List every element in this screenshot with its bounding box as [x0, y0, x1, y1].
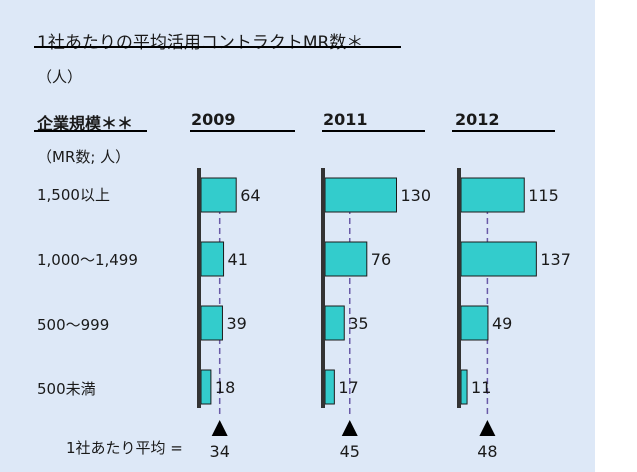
year-header-2012: 2012	[455, 110, 500, 129]
bar-2012-4	[460, 369, 468, 405]
bar-2009-4	[200, 369, 212, 405]
value-label-2011-3: 35	[348, 314, 368, 333]
value-label-2009-3: 39	[226, 314, 246, 333]
value-label-2011-2: 76	[371, 250, 391, 269]
value-label-2009-2: 41	[228, 250, 248, 269]
category-unit: （MR数; 人）	[37, 148, 131, 166]
category-label-500-999: 500〜999	[37, 316, 110, 334]
year-header-2011: 2011	[323, 110, 368, 129]
axis-2012	[457, 168, 461, 408]
value-label-2012-1: 115	[528, 186, 559, 205]
average-marker-2012	[479, 420, 496, 436]
average-value-2011: 45	[340, 442, 360, 461]
title-underline	[34, 46, 401, 48]
bar-2012-1	[460, 177, 525, 213]
axis-2009	[197, 168, 201, 408]
value-label-2012-2: 137	[540, 250, 571, 269]
axis-2011	[321, 168, 325, 408]
year-header-2009: 2009	[191, 110, 236, 129]
average-marker-2009	[211, 420, 228, 436]
chart-unit: （人）	[37, 68, 83, 86]
average-marker-2011	[341, 420, 358, 436]
year-underline-2012	[452, 130, 555, 132]
year-underline-2011	[322, 130, 425, 132]
bar-2012-2	[460, 241, 537, 277]
category-label-under-500: 500未満	[37, 380, 96, 398]
bar-2011-3	[324, 305, 345, 341]
bar-2012-3	[460, 305, 489, 341]
bar-2009-2	[200, 241, 225, 277]
value-label-2012-3: 49	[492, 314, 512, 333]
category-header-underline	[34, 130, 147, 132]
category-label-1500-plus: 1,500以上	[37, 186, 110, 204]
bar-2011-1	[324, 177, 397, 213]
bar-2011-4	[324, 369, 335, 405]
category-header: 企業規模＊＊	[37, 114, 134, 133]
value-label-2009-1: 64	[240, 186, 260, 205]
bar-2009-3	[200, 305, 223, 341]
bar-2011-2	[324, 241, 368, 277]
chart-title: 1社あたりの平均活用コントラクトMR数＊	[37, 33, 364, 53]
chart-panel	[0, 0, 595, 472]
average-value-2009: 34	[210, 442, 230, 461]
value-label-2009-4: 18	[215, 378, 235, 397]
year-underline-2009	[190, 130, 295, 132]
category-label-1000-1499: 1,000〜1,499	[37, 251, 138, 269]
value-label-2011-4: 17	[338, 378, 358, 397]
average-label: 1社あたり平均 =	[66, 439, 183, 457]
value-label-2012-4: 11	[471, 378, 491, 397]
bar-2009-1	[200, 177, 237, 213]
value-label-2011-1: 130	[401, 186, 432, 205]
average-value-2012: 48	[477, 442, 497, 461]
